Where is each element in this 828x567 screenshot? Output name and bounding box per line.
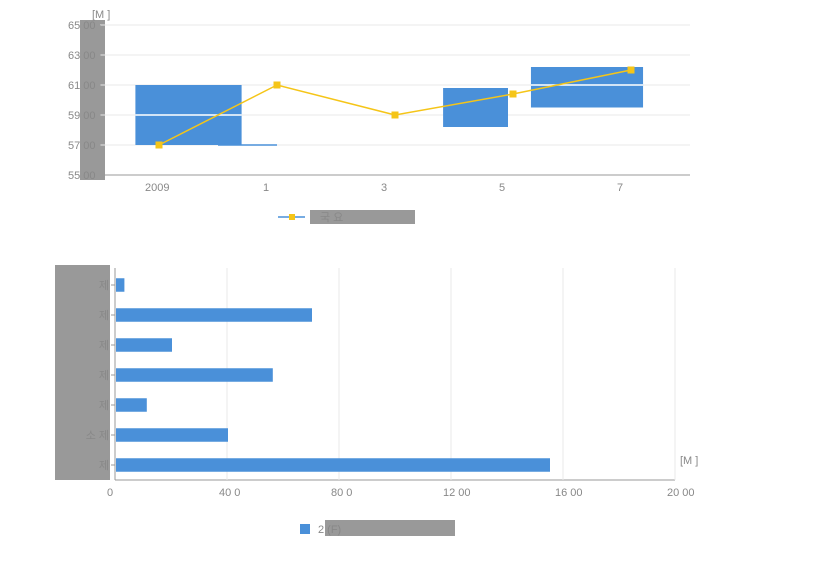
- svg-text:제: 제: [99, 279, 109, 292]
- svg-text:65 00: 65 00: [68, 20, 96, 32]
- svg-text:소 제: 소 제: [86, 429, 109, 442]
- svg-text:7: 7: [617, 182, 623, 194]
- chart2-xticks: 0 40 0 80 0 12 00 16 00 20 00: [107, 487, 695, 499]
- chart1: [M ] 55 0057 0059 0061 0063 0065 00 2009…: [68, 9, 690, 224]
- chart1-boxes: [135, 67, 643, 145]
- chart2: 제 제 제 제 제소 제 제 040 080 012 0016 0020 00 …: [55, 265, 698, 536]
- svg-text:5: 5: [499, 182, 505, 194]
- chart1-legend-marker: [289, 214, 295, 220]
- svg-text:1: 1: [263, 182, 269, 194]
- chart2-xgrid: [227, 268, 675, 480]
- svg-text:20 00: 20 00: [667, 487, 695, 499]
- svg-text:16 00: 16 00: [555, 487, 583, 499]
- svg-text:12 00: 12 00: [443, 487, 471, 499]
- svg-text:63 00: 63 00: [68, 50, 96, 62]
- chart2-legend-text: 2 (F): [318, 524, 341, 536]
- chart2-bars: 제 제 제 제 제소 제 제: [86, 278, 550, 472]
- svg-text:0: 0: [107, 487, 113, 499]
- svg-text:57 00: 57 00: [68, 140, 96, 152]
- svg-text:제: 제: [99, 399, 109, 412]
- svg-text:제: 제: [99, 339, 109, 352]
- svg-text:제: 제: [99, 369, 109, 382]
- chart1-legend-text: 국 요: [320, 212, 343, 224]
- svg-text:80 0: 80 0: [331, 487, 352, 499]
- chart1-gray-block: [80, 20, 105, 180]
- chart2-legend: 2 (F): [300, 520, 455, 536]
- svg-text:59 00: 59 00: [68, 110, 96, 122]
- svg-text:40 0: 40 0: [219, 487, 240, 499]
- svg-text:제: 제: [99, 309, 109, 322]
- chart1-legend: 국 요: [278, 210, 415, 224]
- svg-text:55 00: 55 00: [68, 170, 96, 182]
- svg-text:61 00: 61 00: [68, 80, 96, 92]
- chart2-unit: [M ]: [680, 455, 698, 467]
- svg-text:2009: 2009: [145, 182, 169, 194]
- chart2-legend-gray: [325, 520, 455, 536]
- chart2-legend-swatch: [300, 524, 310, 534]
- chart1-xticks: 2009 1 3 5 7: [145, 182, 623, 194]
- svg-text:제: 제: [99, 459, 109, 472]
- svg-text:3: 3: [381, 182, 387, 194]
- charts-svg: [M ] 55 00 57 00 59 00 61 00 63 00 65 00 2009…: [0, 0, 828, 562]
